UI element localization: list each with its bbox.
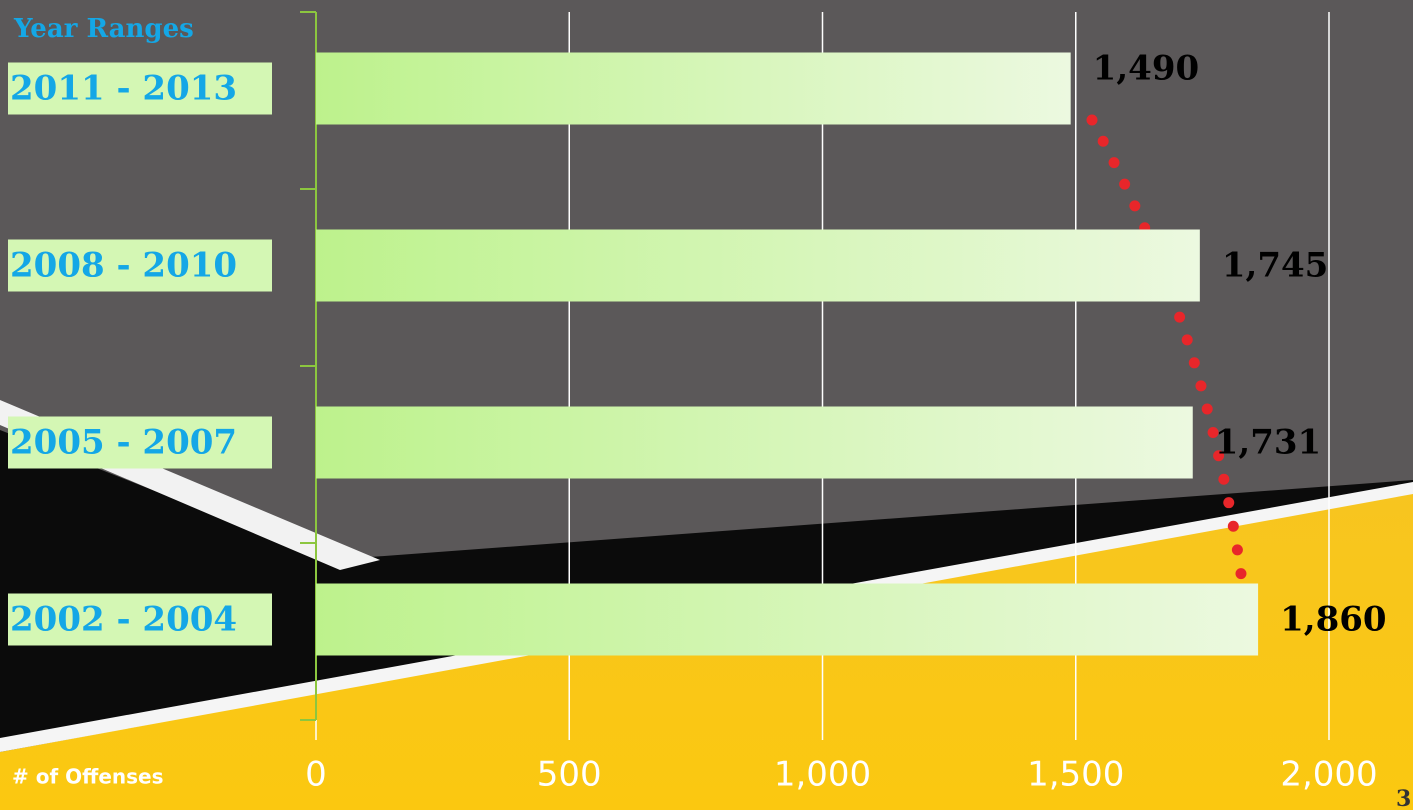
x-tick-label: 1,500 — [1027, 755, 1124, 795]
x-tick-label: 0 — [305, 755, 327, 795]
value-label: 1,860 — [1280, 600, 1386, 640]
category-label-box — [8, 62, 272, 115]
x-tick-label: 500 — [537, 755, 602, 795]
value-label: 1,490 — [1093, 49, 1199, 89]
x-tick-label: 1,000 — [774, 755, 871, 795]
category-label-box — [8, 593, 272, 646]
slide-number: 3 — [1396, 786, 1411, 810]
bar — [316, 583, 1259, 656]
x-tick-label: 2,000 — [1280, 755, 1377, 795]
value-label: 1,731 — [1215, 423, 1321, 463]
bar — [316, 229, 1200, 302]
y-axis-label: Year Ranges — [13, 14, 194, 44]
x-axis-label: # of Offenses — [12, 765, 164, 789]
bar — [316, 406, 1193, 479]
y-tick-label: 2002 - 2004 — [10, 600, 237, 640]
category-label-box — [8, 416, 272, 469]
y-tick-label: 2011 - 2013 — [10, 69, 237, 109]
category-label-box — [8, 239, 272, 292]
bar — [316, 52, 1071, 125]
value-label: 1,745 — [1222, 246, 1328, 286]
y-tick-label: 2005 - 2007 — [10, 423, 237, 463]
y-tick-label: 2008 - 2010 — [10, 246, 237, 286]
